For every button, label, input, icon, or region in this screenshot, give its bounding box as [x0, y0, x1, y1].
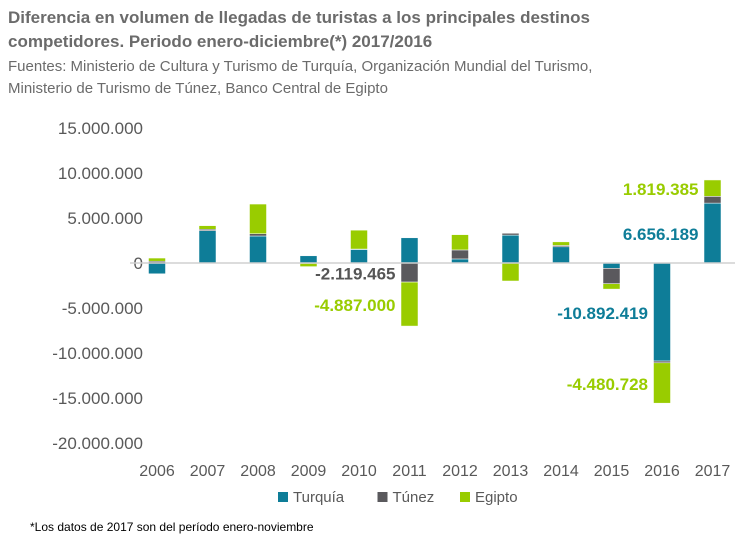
bar-turquía-2008 [249, 235, 267, 264]
bar-egipto-2008 [249, 203, 267, 235]
x-tick-label: 2010 [341, 463, 377, 480]
data-label: -2.119.465 [315, 265, 395, 284]
bar-egipto-2015 [602, 283, 621, 290]
bar-egipto-2016 [653, 362, 671, 404]
chart-subtitle: Fuentes: Ministerio de Cultura y Turismo… [8, 58, 593, 97]
data-label: -4.480.728 [567, 375, 648, 394]
x-tick-label: 2016 [644, 463, 680, 480]
data-label: -4.887.000 [314, 296, 395, 315]
x-tick-label: 2017 [695, 463, 731, 480]
x-tick-label: 2008 [240, 463, 276, 480]
chart-title: Diferencia en volumen de llegadas de tur… [8, 8, 590, 51]
bar-túnez-2011 [400, 262, 419, 283]
x-tick-label: 2014 [543, 463, 579, 480]
bar-turquía-2014 [552, 246, 570, 264]
bar-túnez-2016 [653, 360, 671, 364]
bar-turquía-2013 [501, 234, 520, 264]
y-tick-label: -15.000.000 [52, 389, 143, 408]
x-tick-label: 2015 [594, 463, 630, 480]
x-tick-label: 2012 [442, 463, 478, 480]
y-tick-label: 5.000.000 [67, 209, 143, 228]
bar-turquía-2011 [400, 237, 419, 264]
data-label: -10.892.419 [557, 304, 648, 323]
y-tick-label: -10.000.000 [52, 344, 143, 363]
data-label: 6.656.189 [623, 225, 699, 244]
x-tick-label: 2013 [493, 463, 529, 480]
bar-egipto-2013 [501, 262, 520, 282]
bar-turquía-2016 [653, 262, 671, 362]
bar-egipto-2006 [148, 257, 166, 262]
bar-túnez-2015 [602, 268, 621, 284]
legend-label: Túnez [393, 489, 435, 506]
legend-label: Turquía [293, 489, 345, 506]
x-tick-label: 2009 [291, 463, 327, 480]
bar-turquía-2009 [299, 255, 318, 264]
bar-túnez-2013 [501, 233, 520, 236]
x-tick-label: 2007 [190, 463, 226, 480]
bar-turquía-2015 [602, 262, 621, 269]
x-tick-label: 2011 [392, 463, 427, 480]
bar-turquía-2017 [703, 202, 722, 264]
bar-egipto-2017 [703, 179, 722, 197]
bar-egipto-2011 [400, 281, 419, 327]
bar-turquía-2006 [148, 262, 166, 275]
bar-túnez-2012 [451, 249, 469, 260]
bar-túnez-2008 [249, 233, 267, 237]
x-tick-label: 2006 [139, 463, 175, 480]
bar-turquía-2007 [198, 230, 217, 264]
legend-swatch-turquía [278, 492, 288, 502]
legend-swatch-egipto [460, 492, 470, 502]
legend-swatch-túnez [377, 492, 388, 502]
y-tick-label: 15.000.000 [58, 119, 143, 138]
bar-egipto-2014 [552, 241, 570, 246]
y-tick-label: 10.000.000 [58, 164, 143, 183]
bar-egipto-2010 [350, 229, 368, 250]
y-tick-label: -5.000.000 [62, 299, 143, 318]
legend-label: Egipto [475, 489, 518, 506]
bar-túnez-2017 [703, 196, 722, 204]
y-tick-label: -20.000.000 [52, 434, 143, 453]
bar-egipto-2007 [198, 225, 217, 230]
bar-egipto-2012 [451, 234, 469, 251]
footnote: *Los datos de 2017 son del período enero… [30, 520, 314, 534]
data-label: 1.819.385 [623, 180, 699, 199]
bar-turquía-2010 [350, 248, 368, 264]
